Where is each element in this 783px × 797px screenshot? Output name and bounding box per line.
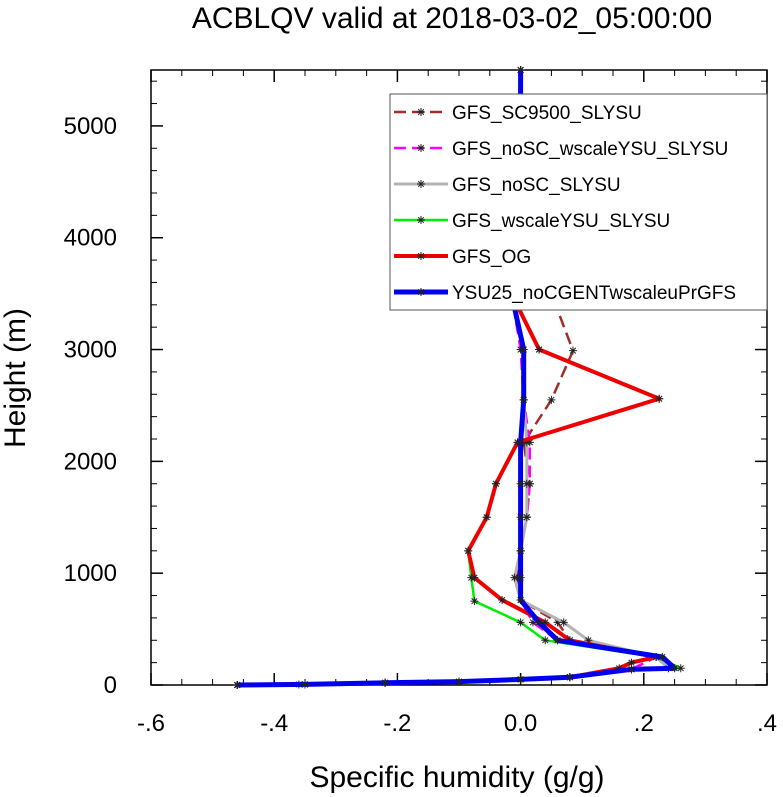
legend-marker (417, 252, 425, 260)
x-axis-label: Specific humidity (g/g) (309, 761, 604, 794)
data-point-marker (233, 681, 242, 689)
data-point-marker (584, 636, 593, 645)
data-point-marker (516, 573, 525, 582)
data-point-marker (455, 677, 463, 686)
legend-box (389, 93, 768, 311)
data-point-marker (516, 479, 525, 488)
data-point-marker (565, 673, 574, 682)
data-point-marker (516, 438, 525, 447)
legend-marker (417, 144, 425, 152)
x-tick-label: -.6 (137, 710, 165, 737)
data-point-marker (301, 680, 309, 689)
tick-labels: -.6 -.4 -.2 0.0 .2 .4 0 1000 2000 3000 4000 5000 (64, 113, 777, 737)
data-point-marker (627, 665, 636, 674)
data-point-marker (519, 345, 528, 354)
data-point-marker (491, 479, 500, 488)
legend-label: GFS_noSC_SLYSU (452, 175, 621, 196)
data-point-marker (535, 345, 544, 354)
data-point-marker (516, 596, 525, 605)
legend-label: GFS_noSC_wscaleYSU_SLYSU (452, 139, 728, 160)
legend-label: GFS_wscaleYSU_SLYSU (452, 211, 670, 232)
data-point-marker (519, 395, 528, 404)
legend-marker (417, 180, 425, 188)
y-tick-label: 1000 (64, 560, 117, 587)
data-point-marker (676, 664, 685, 673)
x-tick-label: .2 (634, 710, 654, 737)
x-tick-label: .4 (757, 710, 777, 737)
data-point-marker (553, 636, 562, 645)
data-point-marker (470, 573, 479, 582)
data-point-marker (658, 653, 667, 662)
axis-ticks (150, 70, 768, 686)
x-tick-label: -.2 (383, 710, 411, 737)
data-point-marker (522, 513, 531, 522)
data-point-marker (655, 394, 664, 403)
data-point-marker (541, 618, 550, 627)
legend-marker (417, 288, 425, 296)
legend-item: GFS_wscaleYSU_SLYSU (394, 211, 670, 232)
data-point-marker (553, 618, 562, 627)
legend-marker (417, 216, 425, 224)
legend-label: GFS_SC9500_SLYSU (452, 103, 642, 124)
data-point-marker (528, 618, 537, 627)
y-tick-label: 0 (104, 672, 117, 699)
legend-item: GFS_noSC_wscaleYSU_SLYSU (394, 139, 728, 160)
legend-label: YSU25_noCGENTwscaleuPrGFS (452, 283, 736, 304)
legend-item: GFS_SC9500_SLYSU (394, 103, 642, 124)
data-point-marker (535, 618, 544, 627)
plot-area: -.6 -.4 -.2 0.0 .2 .4 0 1000 2000 3000 4000 5000 (64, 66, 777, 737)
legend-item: GFS_noSC_SLYSU (394, 175, 621, 196)
data-point-marker (522, 479, 531, 488)
data-point-marker (516, 546, 525, 555)
y-tick-label: 5000 (64, 113, 117, 140)
chart-title: ACBLQV valid at 2018-03-02_05:00:00 (192, 2, 712, 35)
data-point-marker (541, 636, 550, 645)
y-tick-label: 4000 (64, 225, 117, 252)
data-point-marker (559, 618, 568, 627)
data-point-marker (568, 346, 577, 355)
y-tick-label: 3000 (64, 337, 117, 364)
data-point-marker (516, 66, 525, 74)
data-point-marker (627, 658, 636, 667)
data-point-marker (670, 664, 679, 673)
data-point-marker (516, 618, 525, 627)
data-point-marker (498, 596, 507, 605)
data-point-marker (482, 513, 491, 522)
legend-marker (417, 108, 425, 116)
legend-item: YSU25_noCGENTwscaleuPrGFS (394, 283, 736, 304)
legend-items: GFS_SC9500_SLYSU GFS_noSC_wscaleYSU_SLYSU… (394, 103, 736, 304)
data-point-marker (516, 675, 525, 684)
y-axis-label: Height (m) (0, 308, 32, 448)
data-point-marker (470, 597, 479, 606)
y-tick-label: 2000 (64, 448, 117, 475)
data-point-marker (522, 438, 531, 447)
legend: GFS_SC9500_SLYSU GFS_noSC_wscaleYSU_SLYSU… (389, 93, 768, 311)
x-tick-label: 0.0 (504, 710, 537, 737)
data-point-marker (381, 678, 390, 687)
data-point-marker (516, 513, 525, 522)
data-point-marker (510, 573, 519, 582)
data-point-marker (547, 395, 556, 404)
legend-label: GFS_OG (452, 247, 531, 268)
data-point-marker (464, 546, 473, 555)
legend-item: GFS_OG (394, 247, 531, 268)
data-point-marker (615, 664, 624, 673)
x-tick-label: -.4 (260, 710, 288, 737)
